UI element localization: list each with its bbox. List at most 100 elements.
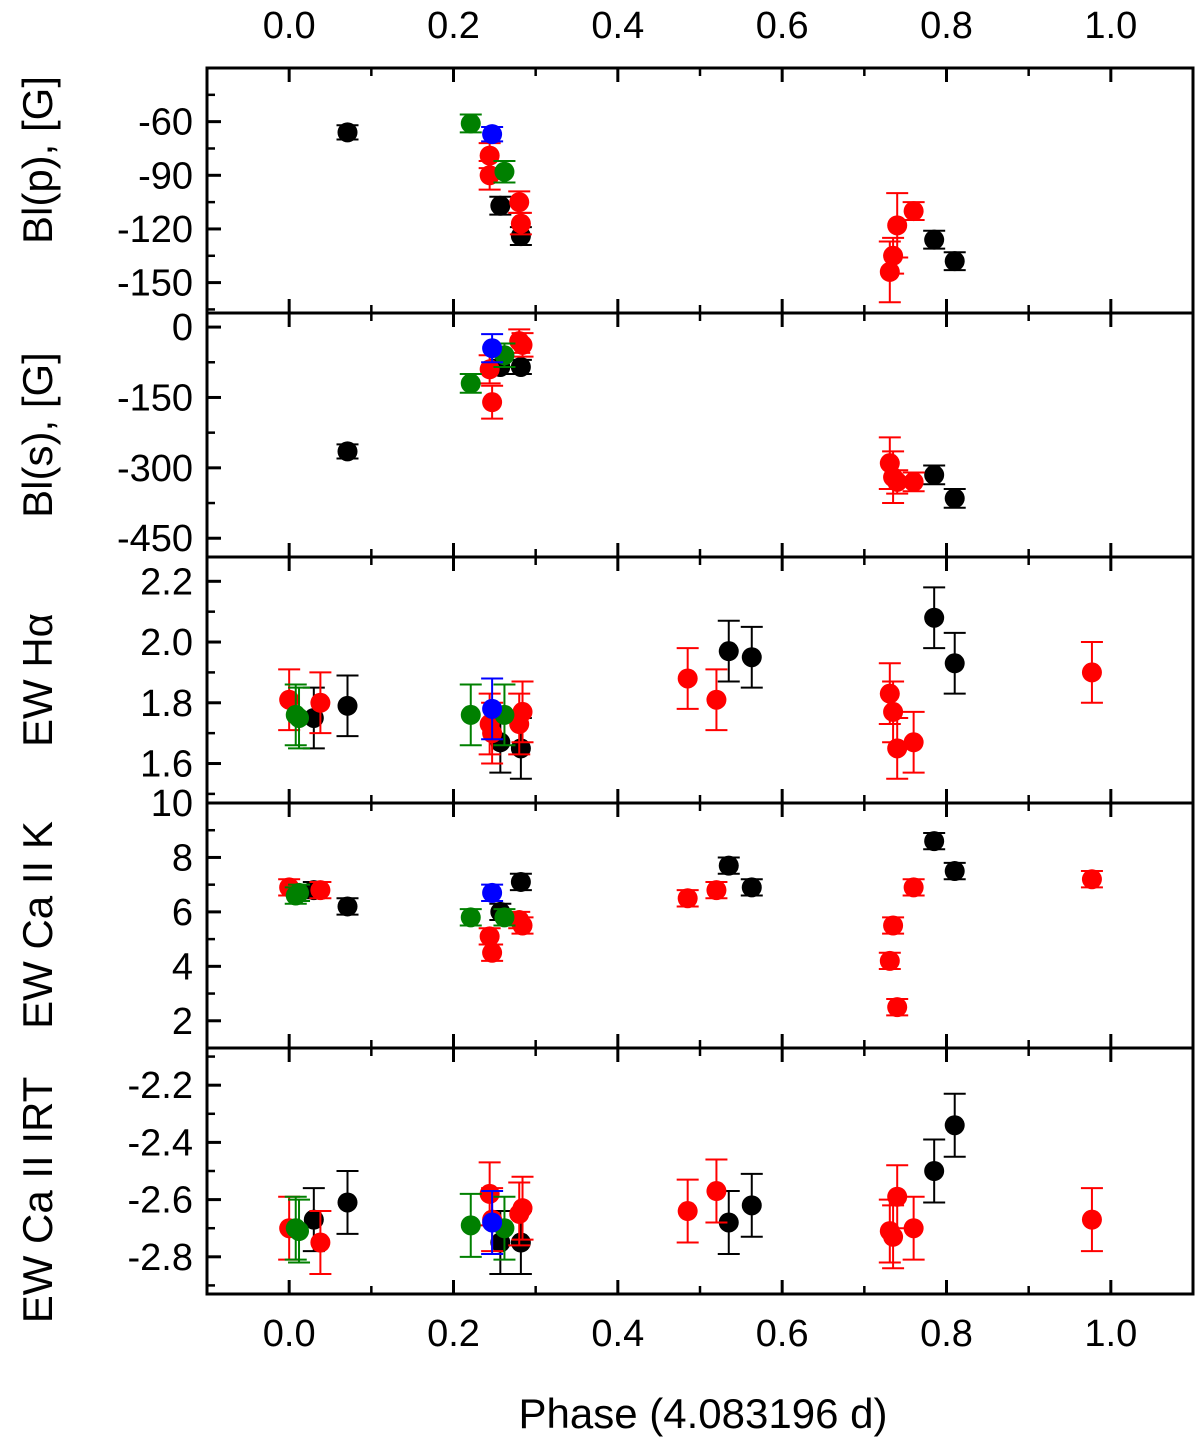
panel-frame (205, 311, 1195, 559)
data-point (310, 880, 331, 901)
series-black (302, 831, 966, 922)
data-point (289, 707, 310, 728)
x-tick-label-bottom: 0.6 (756, 1313, 809, 1355)
panel-frame (205, 66, 1195, 315)
data-point (482, 338, 503, 359)
x-tick-label-top: 0.2 (427, 5, 480, 47)
y-tick-label: 1.8 (140, 683, 193, 725)
y-tick-label: -60 (138, 102, 193, 144)
y-tick-label: 10 (151, 783, 193, 825)
data-point (879, 683, 900, 704)
series-blue (481, 333, 504, 364)
data-point (718, 855, 739, 876)
series-blue (481, 677, 504, 741)
data-point (903, 1218, 924, 1239)
data-point (924, 229, 945, 250)
series-blue (481, 124, 504, 145)
data-point (510, 871, 531, 892)
data-point (706, 1181, 727, 1202)
data-point (512, 334, 533, 355)
data-point (509, 192, 530, 213)
data-point (479, 359, 500, 380)
series-black (302, 586, 966, 780)
data-point (903, 201, 924, 222)
y-tick-label: -2.4 (128, 1122, 193, 1164)
data-point (303, 707, 324, 728)
y-tick-label: 4 (172, 946, 193, 988)
y-axis-label-ewcairt: EW Ca II IRT (14, 1077, 61, 1324)
y-tick-label: 0 (172, 307, 193, 349)
data-point (924, 1161, 945, 1181)
data-point (482, 124, 503, 145)
y-tick-label: -300 (117, 448, 193, 490)
series-red (278, 869, 1103, 1018)
data-point (883, 915, 904, 936)
data-point (944, 1115, 965, 1136)
y-tick-label: -120 (117, 209, 193, 251)
series-red (478, 142, 925, 304)
data-point (289, 882, 310, 903)
data-point (337, 1192, 358, 1213)
data-point (677, 888, 698, 909)
data-point (741, 647, 762, 668)
data-point (510, 213, 531, 234)
y-tick-label: -150 (117, 263, 193, 305)
data-point (883, 701, 904, 722)
x-axis-label: Phase (4.083196 d) (519, 1390, 888, 1437)
y-tick-label: -2.8 (128, 1237, 193, 1279)
data-point (924, 831, 945, 852)
panel-frame (205, 801, 1195, 1050)
data-point (887, 471, 908, 492)
x-tick-label-top: 0.4 (591, 5, 644, 47)
x-tick-label-bottom: 0.4 (591, 1313, 644, 1355)
data-point (490, 195, 511, 216)
data-point (718, 1212, 739, 1233)
data-point (337, 441, 358, 462)
data-point (718, 641, 739, 662)
data-point (479, 1183, 500, 1204)
panel-ewcairt: -2.8 -2.6 -2.4 -2.2 EW Ca II IRT (14, 1046, 1195, 1324)
x-tick-label-top: 0.6 (756, 5, 809, 47)
y-tick-label: -450 (117, 518, 193, 560)
data-point (482, 392, 503, 413)
data-point (887, 215, 908, 236)
series-green (284, 882, 516, 928)
series-blue (481, 882, 504, 903)
data-point (482, 698, 503, 719)
data-point (677, 668, 698, 689)
data-point (741, 877, 762, 898)
series-red (278, 1158, 1103, 1275)
data-point (883, 245, 904, 266)
data-point (482, 942, 503, 963)
x-tick-label-bottom: 0.8 (920, 1313, 973, 1355)
series-blue (481, 1190, 504, 1255)
panel-ewha: 1.6 1.8 2.0 2.2 EW Hα (14, 555, 1195, 805)
data-point (879, 261, 900, 282)
data-point (512, 701, 533, 722)
y-tick-label: 2.2 (140, 561, 193, 603)
data-point (337, 896, 358, 917)
data-point (460, 1215, 481, 1236)
data-point (512, 1198, 533, 1219)
data-point (887, 1186, 908, 1207)
y-tick-label: -2.2 (128, 1065, 193, 1107)
series-black (336, 356, 966, 509)
data-point (310, 1232, 331, 1253)
data-point (460, 373, 481, 394)
data-point (944, 861, 965, 882)
y-tick-label: 8 (172, 837, 193, 879)
data-point (903, 732, 924, 753)
data-point (460, 704, 481, 725)
series-red (278, 641, 1103, 780)
data-point (883, 1226, 904, 1247)
data-point (677, 1201, 698, 1222)
data-point (510, 356, 531, 377)
data-point (337, 695, 358, 716)
data-point (303, 1209, 324, 1230)
data-point (944, 488, 965, 509)
series-black (302, 1092, 966, 1275)
y-tick-label: 1.6 (140, 744, 193, 786)
data-point (310, 692, 331, 713)
y-tick-label: -2.6 (128, 1180, 193, 1222)
